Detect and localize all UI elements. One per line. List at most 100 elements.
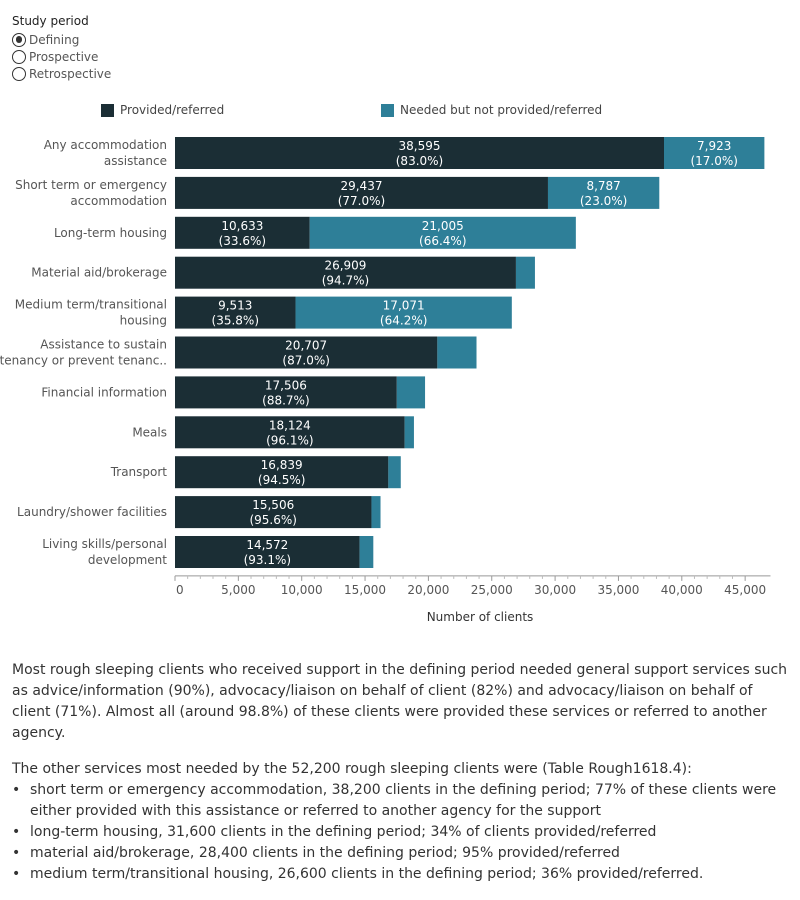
data-label-value: 29,437 xyxy=(340,179,382,193)
data-label-value: 21,005 xyxy=(422,219,464,233)
bar-needed xyxy=(359,536,374,568)
data-label-percent: (23.0%) xyxy=(580,194,627,208)
narrative-text: Most rough sleeping clients who received… xyxy=(12,660,792,885)
category-label: Transport xyxy=(110,465,168,479)
data-label-value: 17,071 xyxy=(383,299,425,313)
bar-needed xyxy=(371,496,381,529)
data-label-value: 9,513 xyxy=(218,299,252,313)
bar-needed xyxy=(309,216,576,249)
x-axis-title: Number of clients xyxy=(427,610,534,624)
bar-needed xyxy=(388,456,401,489)
data-label-value: 20,707 xyxy=(285,339,327,353)
data-label-percent: (77.0%) xyxy=(338,194,385,208)
legend-swatch-provided xyxy=(101,103,114,117)
category-label: housing xyxy=(120,314,167,328)
x-tick-label: 45,000 xyxy=(724,583,766,597)
x-tick-label: 35,000 xyxy=(597,583,639,597)
bar-needed xyxy=(404,416,414,449)
radio-option-prospective[interactable]: Prospective xyxy=(12,48,111,65)
bar-provided xyxy=(175,296,296,329)
data-label-value: 26,909 xyxy=(324,259,366,273)
category-label: Material aid/brokerage xyxy=(31,266,167,280)
data-label-percent: (95.6%) xyxy=(249,513,296,527)
radio-option-defining[interactable]: Defining xyxy=(12,31,111,48)
bar-provided xyxy=(175,536,360,568)
x-tick-label: 5,000 xyxy=(221,583,255,597)
data-label-percent: (93.1%) xyxy=(244,553,291,567)
data-label-percent: (64.2%) xyxy=(380,314,427,328)
stacked-bar-chart: Any accommodation assistance 38,595(83.0%)… xyxy=(0,137,771,624)
data-label-percent: (33.6%) xyxy=(219,234,266,248)
radio-option-retrospective[interactable]: Retrospective xyxy=(12,65,111,82)
data-label-percent: (94.7%) xyxy=(322,274,369,288)
data-label-value: 16,839 xyxy=(261,458,303,472)
data-label-percent: (83.0%) xyxy=(396,154,443,168)
radio-unchecked-icon[interactable] xyxy=(12,49,26,64)
category-label: tenancy or prevent tenanc.. xyxy=(0,354,167,368)
data-label-value: 10,633 xyxy=(221,219,263,233)
radio-label: Prospective xyxy=(29,49,99,64)
bar-provided xyxy=(175,456,389,489)
bar-provided xyxy=(175,336,438,369)
data-label-value: 38,595 xyxy=(398,139,440,153)
bar-needed xyxy=(437,336,477,369)
bar-provided xyxy=(175,496,372,529)
category-label: Meals xyxy=(132,425,167,439)
legend-swatch-needed xyxy=(381,103,394,117)
bar-needed xyxy=(396,376,426,409)
bar-provided xyxy=(175,416,405,449)
x-tick-label: 15,000 xyxy=(344,583,386,597)
data-label-value: 7,923 xyxy=(697,139,731,153)
bullet-item: material aid/brokerage, 28,400 clients i… xyxy=(12,843,792,864)
category-label: Living skills/personal xyxy=(42,537,167,551)
bar-needed xyxy=(547,176,660,209)
bar-provided xyxy=(175,376,397,409)
category-label: assistance xyxy=(104,154,167,168)
data-label-percent: (96.1%) xyxy=(266,433,313,447)
data-label-value: 8,787 xyxy=(586,179,620,193)
filter-title: Study period xyxy=(12,14,89,28)
x-tick-label: 30,000 xyxy=(534,583,576,597)
radio-label: Defining xyxy=(29,32,80,47)
bar-needed xyxy=(295,296,512,329)
legend-label: Provided/referred xyxy=(120,103,225,117)
category-label: Medium term/transitional xyxy=(15,298,167,312)
chart-legend: Provided/referred Needed but not provide… xyxy=(0,103,800,121)
category-label: development xyxy=(88,553,167,567)
category-label: accommodation xyxy=(70,194,167,208)
category-label: Assistance to sustain xyxy=(40,338,167,352)
radio-unchecked-icon[interactable] xyxy=(12,66,26,81)
bar-provided xyxy=(175,137,664,169)
narrative-paragraph: The other services most needed by the 52… xyxy=(12,761,692,777)
category-label: Short term or emergency xyxy=(15,178,167,192)
bullet-item: long-term housing, 31,600 clients in the… xyxy=(12,822,792,843)
x-tick-label: 20,000 xyxy=(407,583,449,597)
legend-item-provided[interactable]: Provided/referred xyxy=(101,103,224,117)
x-tick-label: 40,000 xyxy=(661,583,703,597)
legend-item-needed[interactable]: Needed but not provided/referred xyxy=(381,103,602,117)
category-label: Laundry/shower facilities xyxy=(17,505,167,519)
bar-needed xyxy=(663,137,765,169)
bar-provided xyxy=(175,256,516,289)
data-label-percent: (66.4%) xyxy=(419,234,466,248)
data-label-percent: (17.0%) xyxy=(690,154,737,168)
x-tick-label: 25,000 xyxy=(471,583,513,597)
radio-label: Retrospective xyxy=(29,66,112,81)
bullet-item: medium term/transitional housing, 26,600… xyxy=(12,864,792,885)
bullet-list: short term or emergency accommodation, 3… xyxy=(12,780,792,885)
category-label: Long-term housing xyxy=(54,226,167,240)
radio-checked-icon[interactable] xyxy=(12,32,26,47)
data-label-value: 17,506 xyxy=(265,378,307,392)
bullet-item: short term or emergency accommodation, 3… xyxy=(12,780,792,822)
legend-label: Needed but not provided/referred xyxy=(400,103,603,117)
x-tick-label: 0 xyxy=(176,583,184,597)
bar-needed xyxy=(515,256,535,289)
data-label-percent: (94.5%) xyxy=(258,473,305,487)
study-period-filter: Study period Defining Prospective Retros… xyxy=(12,14,111,82)
bar-provided xyxy=(175,176,548,209)
narrative-paragraph: Most rough sleeping clients who received… xyxy=(12,662,788,741)
data-label-value: 18,124 xyxy=(269,418,311,432)
data-label-value: 15,506 xyxy=(252,498,294,512)
data-label-percent: (35.8%) xyxy=(212,314,259,328)
data-label-percent: (87.0%) xyxy=(282,354,329,368)
